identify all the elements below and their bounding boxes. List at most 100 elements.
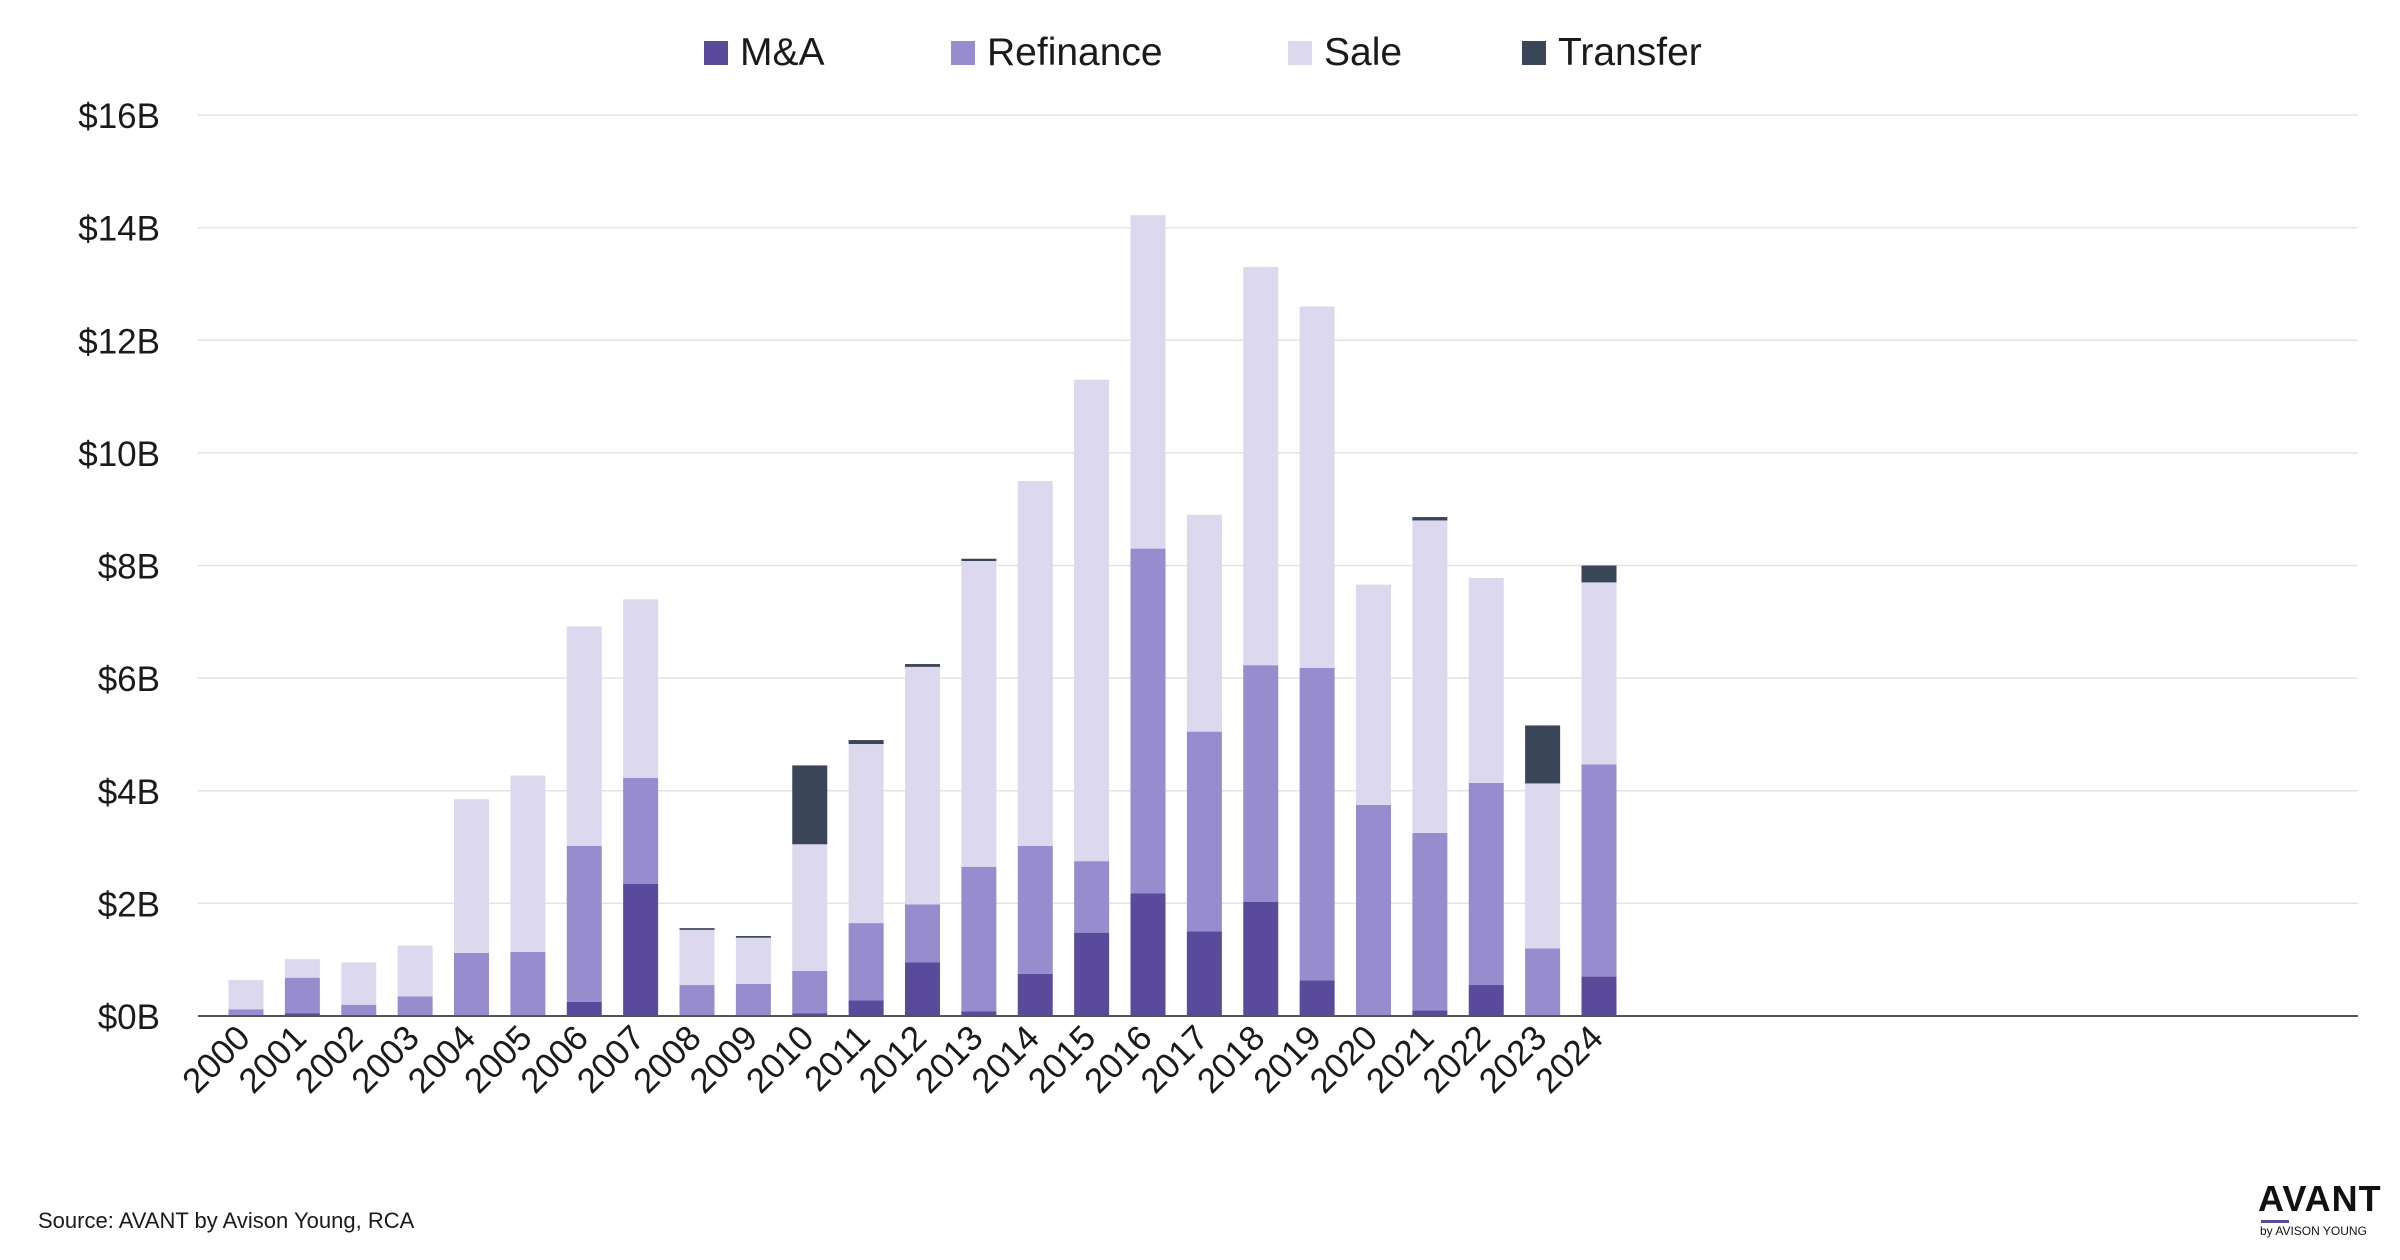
bar-segment-transfer <box>792 765 828 845</box>
bar-segment-sale <box>905 666 940 905</box>
legend-item-transfer: Transfer <box>1522 28 1702 78</box>
bar-segment-ma <box>1468 985 1504 1016</box>
legend-item-ma: M&A <box>704 28 825 78</box>
logo-accent-bar <box>2261 1220 2289 1223</box>
bar-segment-ma <box>1412 1010 1448 1016</box>
bar-segment-refinance <box>735 983 771 1016</box>
bar-segment-sale <box>1468 577 1504 783</box>
bar-segment-refinance <box>284 977 320 1014</box>
bar-segment-refinance <box>1468 782 1504 986</box>
bar-segment-refinance <box>1130 548 1166 894</box>
bar-segment-sale <box>1356 584 1391 805</box>
bar-segment-sale <box>228 979 264 1010</box>
bar-segment-sale <box>679 929 715 986</box>
y-tick-label: $8B <box>98 548 160 587</box>
bar-segment-transfer <box>848 740 884 745</box>
legend-item-refinance: Refinance <box>951 28 1163 78</box>
bar-segment-sale <box>341 962 377 1005</box>
y-tick-label: $2B <box>98 885 160 924</box>
bar-segment-ma <box>1017 973 1053 1016</box>
bar-segment-refinance <box>1074 861 1110 933</box>
bar-segment-sale <box>1299 306 1335 668</box>
legend-label-sale: Sale <box>1324 31 1403 74</box>
bar-segment-sale <box>454 799 489 953</box>
bar-segment-sale <box>510 775 546 952</box>
chart-legend: M&A Refinance Sale Transfer <box>0 28 2400 78</box>
bar-segment-refinance <box>1581 764 1617 977</box>
y-tick-label: $14B <box>78 210 160 249</box>
x-tick-label: 2024 <box>1528 1018 1611 1101</box>
bar-segment-sale <box>1243 267 1279 666</box>
y-tick-label: $6B <box>98 660 160 699</box>
bar-segment-transfer <box>735 936 771 938</box>
bar-segment-refinance <box>1017 845 1053 974</box>
bar-segment-sale <box>1074 379 1110 862</box>
bar-segment-ma <box>792 1013 828 1016</box>
bar-segment-refinance <box>1243 665 1279 902</box>
bar-segment-ma <box>1186 931 1222 1016</box>
bar-segment-ma <box>623 883 659 1016</box>
bar-segment-sale <box>792 844 828 971</box>
bar-segment-refinance <box>792 970 828 1014</box>
bar-segment-refinance <box>1412 832 1448 1011</box>
bar-segment-sale <box>1525 783 1561 949</box>
legend-item-sale: Sale <box>1288 28 1402 78</box>
bar-segment-transfer <box>679 928 715 930</box>
logo-subtext: by AVISON YOUNG <box>2260 1224 2367 1238</box>
y-tick-label: $16B <box>78 97 160 136</box>
bar-segment-ma <box>905 962 940 1016</box>
bar-segment-ma <box>1299 980 1335 1016</box>
bar-segment-refinance <box>1186 731 1222 932</box>
bar-segment-sale <box>961 560 997 867</box>
bar-segment-transfer <box>905 664 940 667</box>
bar-segment-refinance <box>341 1004 377 1016</box>
bar-segment-ma <box>848 1000 884 1016</box>
bar-segment-refinance <box>1356 804 1391 1016</box>
legend-label-ma: M&A <box>740 31 825 74</box>
bar-segment-refinance <box>905 904 940 963</box>
bar-segment-refinance <box>228 1009 264 1016</box>
bar-segment-refinance <box>961 866 997 1012</box>
brand-logo: AVANT by AVISON YOUNG <box>2258 1180 2383 1240</box>
bar-segment-refinance <box>566 845 602 1002</box>
legend-label-refinance: Refinance <box>987 31 1163 74</box>
source-note: Source: AVANT by Avison Young, RCA <box>38 1208 415 1233</box>
bar-segment-ma <box>284 1013 320 1016</box>
bar-segment-ma <box>1243 901 1279 1016</box>
legend-swatch-sale <box>1288 41 1312 65</box>
bar-segment-transfer <box>1525 725 1561 784</box>
bar-segment-transfer <box>1412 517 1448 521</box>
bar-segment-sale <box>566 626 602 846</box>
bar-segment-refinance <box>454 952 489 1016</box>
bar-segment-transfer <box>1581 565 1617 583</box>
bar-segment-refinance <box>623 777 659 884</box>
bar-segment-ma <box>1130 893 1166 1016</box>
bar-segment-ma <box>1581 976 1617 1016</box>
bar-segment-ma <box>1074 932 1110 1016</box>
bar-segment-sale <box>1017 481 1053 846</box>
bar-segment-sale <box>1581 582 1617 765</box>
y-tick-label: $12B <box>78 322 160 361</box>
bar-segment-refinance <box>1525 948 1561 1016</box>
bar-segment-sale <box>1130 215 1166 549</box>
bar-segment-sale <box>397 945 433 997</box>
bar-segment-sale <box>623 599 659 778</box>
legend-label-transfer: Transfer <box>1558 31 1702 74</box>
y-tick-label: $10B <box>78 435 160 474</box>
bar-segment-ma <box>961 1011 997 1016</box>
bar-segment-refinance <box>679 985 715 1016</box>
y-tick-label: $4B <box>98 773 160 812</box>
legend-swatch-refinance <box>951 41 975 65</box>
bar-segment-refinance <box>510 951 546 1016</box>
legend-swatch-ma <box>704 41 728 65</box>
bar-segment-sale <box>735 937 771 984</box>
bar-segment-sale <box>1186 514 1222 732</box>
bar-segment-refinance <box>1299 667 1335 981</box>
logo-wordmark: AVANT <box>2258 1178 2382 1219</box>
bar-segment-refinance <box>397 996 433 1016</box>
bar-segment-sale <box>284 959 320 978</box>
bar-segment-sale <box>848 744 884 924</box>
legend-swatch-transfer <box>1522 41 1546 65</box>
